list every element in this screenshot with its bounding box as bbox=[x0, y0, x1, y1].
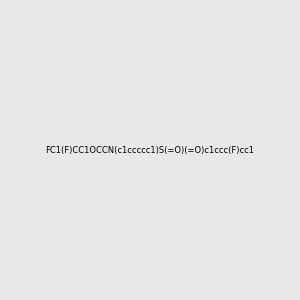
Text: FC1(F)CC1OCCN(c1ccccc1)S(=O)(=O)c1ccc(F)cc1: FC1(F)CC1OCCN(c1ccccc1)S(=O)(=O)c1ccc(F)… bbox=[46, 146, 254, 154]
